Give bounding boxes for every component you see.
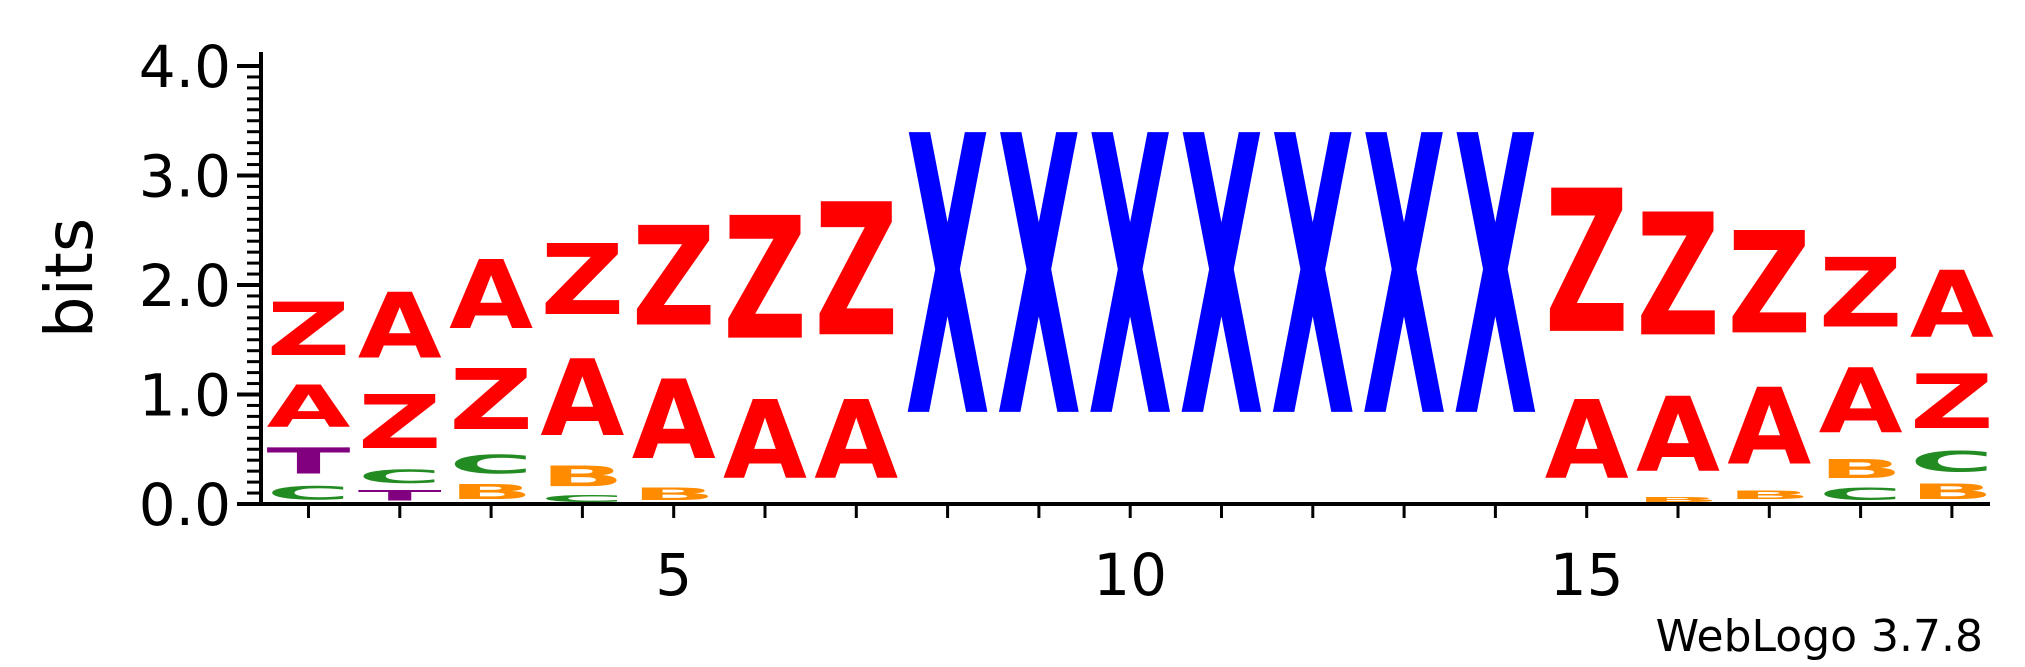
logo-letter-A-pos-16: A (1636, 375, 1720, 495)
logo-letter-B-pos-19: B (1910, 479, 1994, 504)
logo-letter-A-pos-3: A (449, 241, 533, 351)
logo-letter-X-pos-8: X (906, 55, 990, 503)
logo-letter-A-pos-1: A (267, 373, 351, 441)
logo-letter-B-pos-4: B (540, 460, 624, 493)
logo-letter-A-pos-19: A (1910, 251, 1994, 358)
logo-letter-A-pos-4: A (540, 339, 624, 461)
logo-letter-stacks: CTAZTCZABCZACBAZBAZAZAZXXXXXXXAZBAZCBAZC… (267, 55, 1995, 504)
logo-letter-Z-pos-4: Z (540, 225, 624, 338)
logo-letter-Z-pos-2: Z (358, 379, 442, 465)
logo-letter-Z-pos-1: Z (267, 287, 351, 372)
y-tick-label: 0.0 (139, 471, 231, 539)
logo-letter-B-pos-5: B (632, 484, 716, 504)
logo-letter-X-pos-14: X (1453, 55, 1537, 503)
logo-letter-B-pos-17: B (1727, 489, 1811, 502)
logo-letter-A-pos-15: A (1545, 380, 1629, 504)
logo-letter-B-pos-3: B (449, 480, 533, 504)
logo-letter-Z-pos-18: Z (1819, 239, 1903, 351)
logo-letter-C-pos-1: C (267, 482, 351, 504)
logo-letter-C-pos-18: C (1819, 485, 1903, 505)
y-tick-label: 2.0 (139, 252, 231, 320)
logo-letter-A-pos-17: A (1727, 367, 1811, 489)
logo-letter-X-pos-12: X (1271, 55, 1355, 503)
logo-letter-A-pos-18: A (1819, 351, 1903, 454)
logo-letter-Z-pos-5: Z (632, 197, 716, 357)
logo-letter-Z-pos-19: Z (1910, 358, 1994, 446)
axes: 0.0 1.0 2.0 3.0 4.0 5 10 15 bits (31, 33, 1990, 609)
logo-letter-A-pos-5: A (632, 357, 716, 484)
logo-letter-A-pos-6: A (723, 380, 807, 504)
logo-letter-A-pos-7: A (814, 380, 898, 504)
x-tick-label: 10 (1093, 541, 1167, 609)
logo-letter-Z-pos-17: Z (1727, 204, 1811, 367)
logo-letter-C-pos-2: C (358, 466, 442, 488)
y-tick-label: 1.0 (139, 362, 231, 430)
logo-letter-Z-pos-6: Z (723, 183, 807, 379)
logo-letter-X-pos-11: X (1180, 55, 1264, 503)
logo-letter-X-pos-9: X (997, 55, 1081, 503)
logo-letter-Z-pos-16: Z (1636, 179, 1720, 375)
logo-letter-T-pos-2: T (358, 488, 442, 504)
logo-letter-Z-pos-3: Z (449, 351, 533, 449)
logo-letter-Z-pos-15: Z (1545, 149, 1629, 378)
logo-letter-B-pos-16: B (1636, 495, 1720, 504)
logo-letter-T-pos-1: T (267, 441, 351, 482)
logo-letter-B-pos-18: B (1819, 454, 1903, 484)
x-ticks: 5 10 15 (307, 504, 1954, 609)
x-tick-label: 15 (1550, 541, 1624, 609)
y-tick-label: 4.0 (139, 33, 231, 101)
logo-letter-C-pos-3: C (449, 449, 533, 480)
logo-letter-A-pos-2: A (358, 276, 442, 380)
y-axis-label: bits (31, 218, 108, 339)
x-tick-label: 5 (655, 541, 692, 609)
y-tick-label: 3.0 (139, 143, 231, 211)
logo-letter-Z-pos-7: Z (814, 166, 898, 379)
weblogo-credit: WebLogo 3.7.8 (1656, 611, 1983, 662)
logo-letter-C-pos-19: C (1910, 446, 1994, 479)
logo-letter-C-pos-4: C (540, 493, 624, 504)
y-ticks: 0.0 1.0 2.0 3.0 4.0 (139, 33, 261, 539)
logo-letter-X-pos-13: X (1362, 55, 1446, 503)
logo-letter-X-pos-10: X (1088, 55, 1172, 503)
